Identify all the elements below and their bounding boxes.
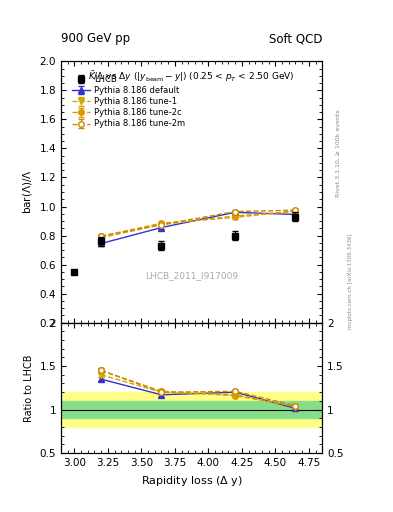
Bar [61,392,322,427]
Text: 900 GeV pp: 900 GeV pp [61,32,130,45]
Y-axis label: Ratio to LHCB: Ratio to LHCB [24,354,34,421]
Text: Soft QCD: Soft QCD [269,32,322,45]
Legend: LHCB, Pythia 8.186 default, Pythia 8.186 tune-1, Pythia 8.186 tune-2c, Pythia 8.: LHCB, Pythia 8.186 default, Pythia 8.186… [70,73,186,130]
Bar [61,401,322,418]
Text: $\bar{K}/\Lambda$ vs $\Delta y$ ($|y_{\mathrm{beam}}-y|$) (0.25 < $p_{T}$ < 2.50: $\bar{K}/\Lambda$ vs $\Delta y$ ($|y_{\m… [88,69,295,84]
Text: Rivet 3.1.10, ≥ 100k events: Rivet 3.1.10, ≥ 100k events [336,110,341,198]
Y-axis label: bar($\Lambda$)/$\Lambda$: bar($\Lambda$)/$\Lambda$ [21,169,34,215]
Text: mcplots.cern.ch [arXiv:1306.3436]: mcplots.cern.ch [arXiv:1306.3436] [348,234,353,329]
Text: LHCB_2011_I917009: LHCB_2011_I917009 [145,271,238,280]
X-axis label: Rapidity loss ($\Delta$ y): Rapidity loss ($\Delta$ y) [141,474,242,487]
